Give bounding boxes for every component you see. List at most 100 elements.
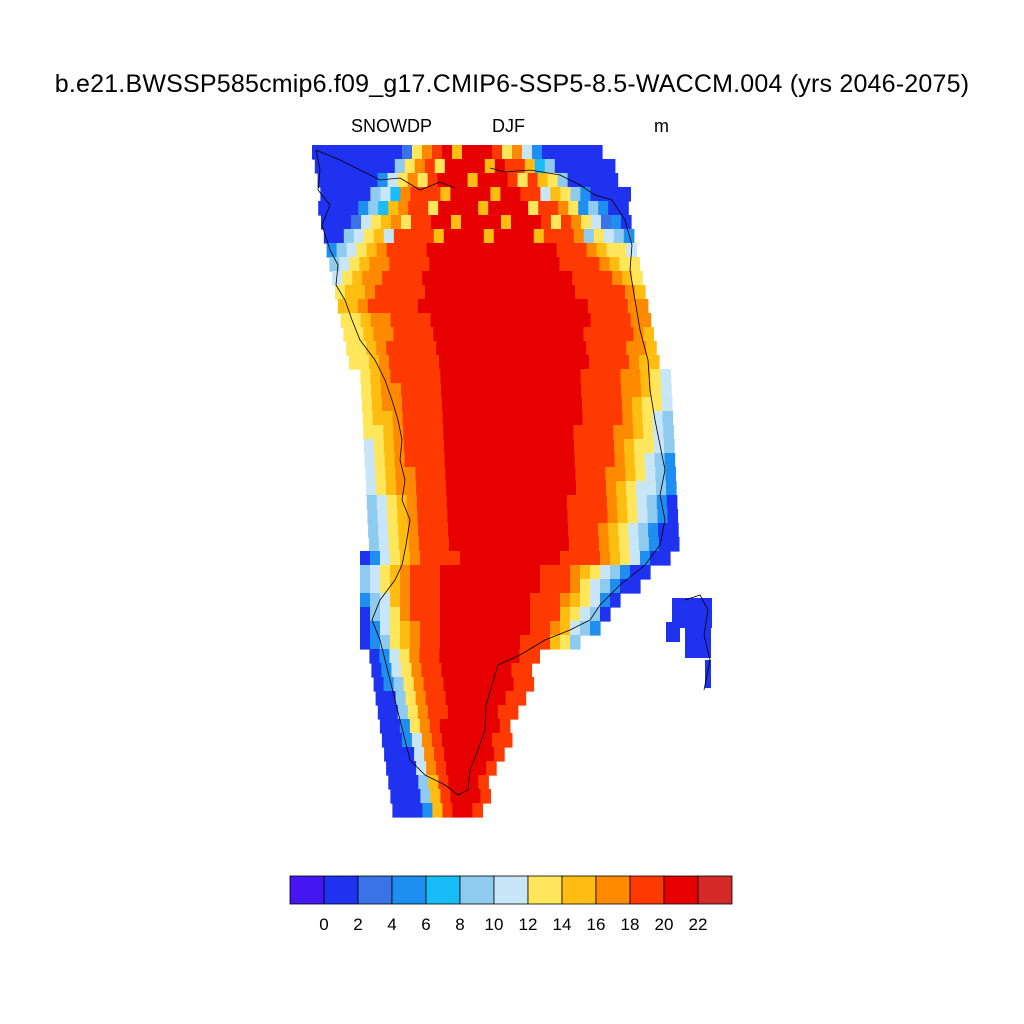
grid-cell (578, 537, 590, 552)
grid-cell (600, 607, 611, 622)
grid-cell (440, 579, 451, 594)
grid-cell (617, 299, 629, 314)
grid-cell (513, 425, 524, 440)
grid-cell (452, 803, 463, 818)
grid-cell (610, 369, 622, 384)
grid-cell (622, 271, 633, 286)
grid-cell (410, 551, 421, 566)
grid-cell (331, 215, 342, 230)
grid-cell (562, 271, 573, 286)
grid-cell (365, 285, 376, 300)
grid-cell (496, 495, 508, 510)
grid-cell (542, 145, 553, 160)
grid-cell (530, 635, 541, 650)
grid-cell (570, 621, 581, 636)
grid-cell (520, 621, 531, 636)
grid-cell (437, 509, 448, 524)
grid-cell (474, 453, 486, 468)
grid-cell (459, 719, 471, 734)
grid-cell (611, 383, 622, 398)
grid-cell (483, 425, 494, 440)
grid-cell (527, 509, 539, 524)
grid-cell (458, 201, 469, 216)
grid-cell (599, 355, 610, 370)
grid-cell (384, 159, 396, 174)
grid-cell (551, 397, 563, 412)
grid-cell (368, 201, 379, 216)
grid-cell (518, 537, 530, 552)
grid-cell (596, 341, 607, 356)
grid-cell (623, 425, 634, 440)
grid-cell (395, 285, 406, 300)
grid-cell (352, 271, 363, 286)
grid-cell (517, 509, 529, 524)
grid-cell (371, 397, 383, 412)
grid-cell (443, 425, 454, 440)
grid-cell (400, 635, 411, 650)
grid-cell (428, 201, 439, 216)
grid-cell (497, 705, 509, 720)
grid-cell (592, 411, 604, 426)
grid-cell (580, 593, 591, 608)
grid-cell (648, 523, 659, 538)
grid-cell (622, 411, 634, 426)
grid-cell (402, 411, 414, 426)
grid-cell (383, 425, 394, 440)
grid-cell (591, 397, 603, 412)
colorbar-swatch-2 (357, 875, 393, 905)
grid-cell (460, 313, 472, 328)
grid-cell (430, 579, 441, 594)
colorbar-swatches (289, 875, 733, 905)
grid-cell (370, 635, 381, 650)
grid-cell (380, 313, 392, 328)
grid-cell (600, 313, 612, 328)
grid-cell (431, 733, 443, 748)
grid-cell (616, 243, 628, 258)
grid-cell (554, 159, 566, 174)
grid-cell (627, 299, 639, 314)
grid-cell (451, 215, 462, 230)
grid-cell (501, 383, 512, 398)
grid-cell (368, 523, 379, 538)
grid-cell (390, 789, 401, 804)
grid-cell (490, 313, 502, 328)
grid-cell (372, 271, 383, 286)
grid-cell (558, 201, 569, 216)
grid-cell (628, 537, 640, 552)
grid-cell (456, 243, 468, 258)
grid-cell (657, 509, 669, 524)
grid-cell (375, 467, 386, 482)
grid-cell (536, 481, 547, 496)
grid-cell (574, 159, 586, 174)
grid-cell (396, 341, 407, 356)
grid-cell (487, 705, 499, 720)
grid-cell (534, 439, 545, 454)
grid-cell (508, 201, 519, 216)
grid-cell (385, 467, 396, 482)
grid-cell (460, 621, 471, 636)
grid-cell (419, 355, 430, 370)
grid-cell (569, 257, 580, 272)
grid-cell (525, 285, 536, 300)
grid-cell (452, 145, 463, 160)
grid-cell (577, 509, 589, 524)
grid-cell (462, 411, 474, 426)
grid-cell (334, 159, 346, 174)
grid-cell (537, 299, 549, 314)
grid-cell (430, 369, 441, 384)
grid-cell (560, 607, 571, 622)
grid-cell (353, 327, 364, 342)
grid-cell (497, 299, 509, 314)
grid-cell (582, 271, 593, 286)
grid-cell (429, 355, 440, 370)
grid-cell (520, 369, 532, 384)
grid-cell (383, 229, 395, 244)
grid-cell (618, 201, 629, 216)
grid-cell (482, 271, 493, 286)
grid-cell (528, 201, 539, 216)
grid-cell (571, 397, 583, 412)
grid-cell (593, 327, 604, 342)
grid-cell (525, 467, 536, 482)
grid-cell (390, 551, 401, 566)
grid-cell (606, 495, 618, 510)
